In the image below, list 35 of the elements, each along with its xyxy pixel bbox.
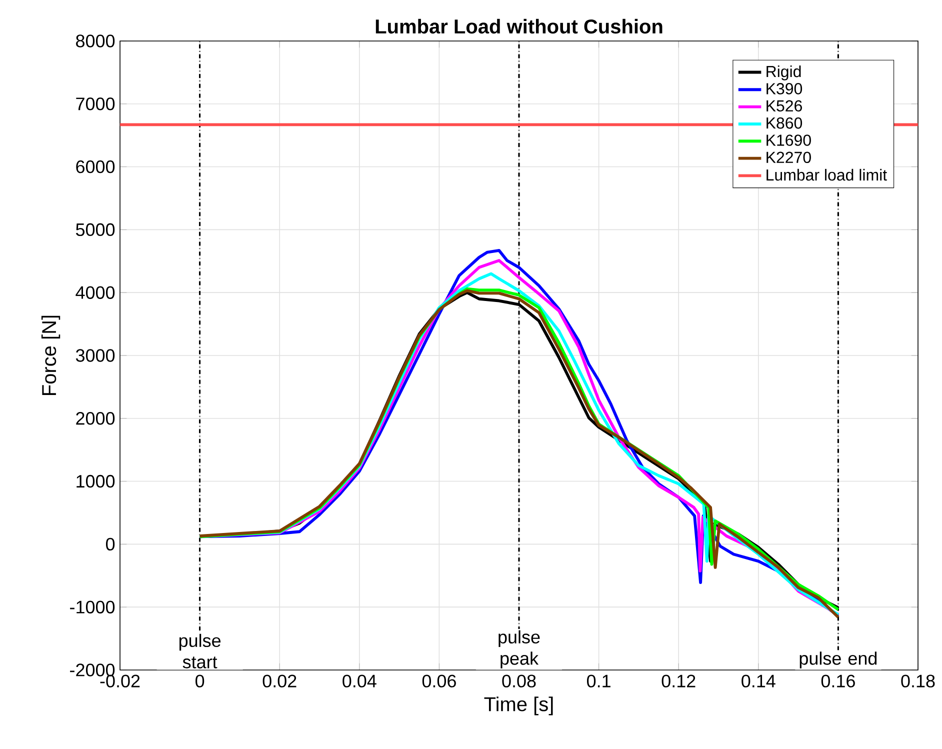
y-tick-label: 7000 (76, 98, 115, 110)
x-tick-label: 0 (196, 674, 204, 688)
ref-line-label: pulse peak (498, 630, 540, 668)
legend-label: Rigid (766, 65, 801, 80)
x-tick-label: 0.1 (587, 674, 610, 688)
ref-line-label: pulse end (800, 652, 877, 668)
legend-label: K390 (766, 83, 802, 94)
chart-title: Lumbar Load without Cushion (376, 18, 662, 34)
x-tick-label: 0.16 (821, 674, 855, 688)
x-tick-label: 0.08 (502, 674, 536, 688)
y-tick-label: 8000 (76, 34, 115, 48)
x-tick-label: 0.02 (262, 674, 296, 688)
x-tick-label: 0.14 (742, 674, 776, 688)
x-axis-title: Time [s] (484, 696, 553, 716)
legend-label: K2270 (766, 152, 811, 164)
legend-label: Lumbar load limit (766, 168, 887, 181)
y-tick-label: 4000 (76, 286, 115, 299)
y-tick-label: -1000 (70, 600, 115, 614)
y-axis-title: Force [N] (41, 316, 60, 395)
x-tick-label: 0.18 (901, 674, 935, 688)
legend-label: K526 (766, 100, 802, 112)
x-tick-label: -0.02 (100, 674, 140, 688)
x-tick-label: 0.06 (422, 674, 456, 688)
legend-label: K860 (766, 117, 802, 129)
legend-label: K1690 (766, 134, 811, 146)
y-tick-label: 2000 (76, 412, 115, 425)
x-tick-label: 0.04 (342, 674, 376, 688)
y-tick-label: 5000 (76, 223, 115, 236)
y-tick-label: -2000 (70, 664, 115, 676)
ref-line-label: pulse start (179, 634, 221, 668)
y-tick-label: 6000 (76, 160, 115, 174)
y-tick-label: 0 (106, 538, 115, 551)
y-tick-label: 3000 (76, 349, 115, 362)
y-tick-label: 1000 (76, 474, 115, 488)
x-tick-label: 0.12 (662, 674, 696, 688)
